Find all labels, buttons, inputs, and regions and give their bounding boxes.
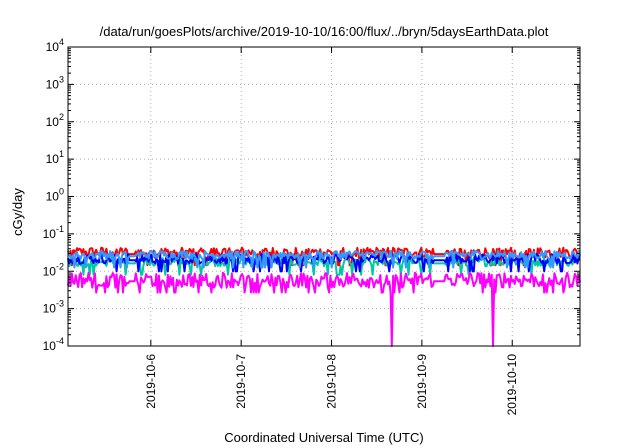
y-tick-label: 10-1 — [43, 224, 64, 241]
x-tick-label: 2019-10-8 — [325, 354, 339, 409]
series-layer — [67, 246, 581, 347]
series-line-3 — [67, 249, 581, 269]
y-tick-label: 100 — [46, 187, 64, 204]
ticks: 10-4 10-3 10-2 10-1 100 101 102 103 104 2019-10-6… — [43, 37, 580, 415]
x-axis-title: Coordinated Universal Time (UTC) — [224, 430, 423, 445]
y-tick-label: 10-2 — [43, 261, 64, 278]
x-tick-label: 2019-10-6 — [144, 354, 158, 409]
x-tick-label: 2019-10-10 — [505, 354, 519, 416]
y-tick-label: 10-3 — [43, 299, 64, 316]
series-line-4 — [67, 271, 581, 347]
y-tick-label: 101 — [46, 149, 64, 166]
y-axis-title: cGy/day — [10, 188, 25, 236]
x-tick-label: 2019-10-9 — [415, 354, 429, 409]
grid — [68, 47, 580, 346]
x-tick-label: 2019-10-7 — [234, 354, 248, 409]
y-tick-label: 10-4 — [43, 336, 64, 353]
series-line-1 — [67, 257, 581, 276]
y-tick-label: 103 — [46, 74, 64, 91]
chart-title: /data/run/goesPlots/archive/2019-10-10/1… — [100, 24, 549, 39]
y-tick-label: 104 — [46, 37, 64, 54]
y-tick-label: 102 — [46, 112, 64, 129]
